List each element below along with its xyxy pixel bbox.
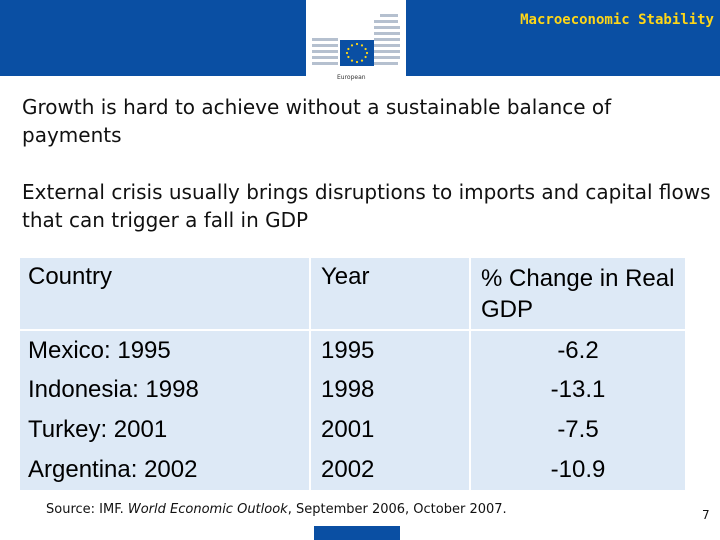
source-prefix: Source: IMF. xyxy=(46,502,128,517)
source-citation: Source: IMF. World Economic Outlook, Sep… xyxy=(46,502,507,517)
cell-gdp-change: -6.2 xyxy=(557,336,599,364)
table-row: Argentina: 2002 2002 -10.9 xyxy=(20,450,685,490)
cell-gdp-change: -13.1 xyxy=(550,376,606,403)
cell-year: 2001 xyxy=(310,410,471,450)
cell-country: Indonesia: 1998 xyxy=(20,370,311,410)
paragraph-external-crisis: External crisis usually brings disruptio… xyxy=(22,180,711,232)
gdp-crisis-table: Country Year % Change in Real GDP Mexico… xyxy=(20,258,685,490)
cell-year: 1998 xyxy=(310,370,471,410)
section-title: Macroeconomic Stability xyxy=(520,12,714,28)
table-row: Mexico: 1995 1995 -6.2 xyxy=(20,330,685,370)
cell-country: Turkey: 2001 xyxy=(20,410,311,450)
cell-gdp-change: -10.9 xyxy=(550,456,606,483)
eu-commission-logo xyxy=(306,0,406,88)
cell-country: Mexico: 1995 xyxy=(20,330,311,370)
source-title: World Economic Outlook xyxy=(127,502,288,517)
cell-gdp-change: -7.5 xyxy=(557,416,599,443)
page-number: 7 xyxy=(702,508,710,522)
cell-year: 2002 xyxy=(310,450,471,490)
header-year: Year xyxy=(310,258,471,330)
table-row: Turkey: 2001 2001 -7.5 xyxy=(20,410,685,450)
cell-year: 1995 xyxy=(310,330,471,370)
table-row: Indonesia: 1998 1998 -13.1 xyxy=(20,370,685,410)
source-suffix: , September 2006, October 2007. xyxy=(287,502,507,517)
footer-flag-strip xyxy=(314,526,400,540)
logo-label: European xyxy=(337,74,366,81)
paragraph-balance-of-payments: Growth is hard to achieve without a sust… xyxy=(22,95,612,147)
table-header-row: Country Year % Change in Real GDP xyxy=(20,258,685,330)
cell-country: Argentina: 2002 xyxy=(20,450,311,490)
header-gdp-change: % Change in Real GDP xyxy=(481,265,675,323)
header-country: Country xyxy=(20,258,311,330)
